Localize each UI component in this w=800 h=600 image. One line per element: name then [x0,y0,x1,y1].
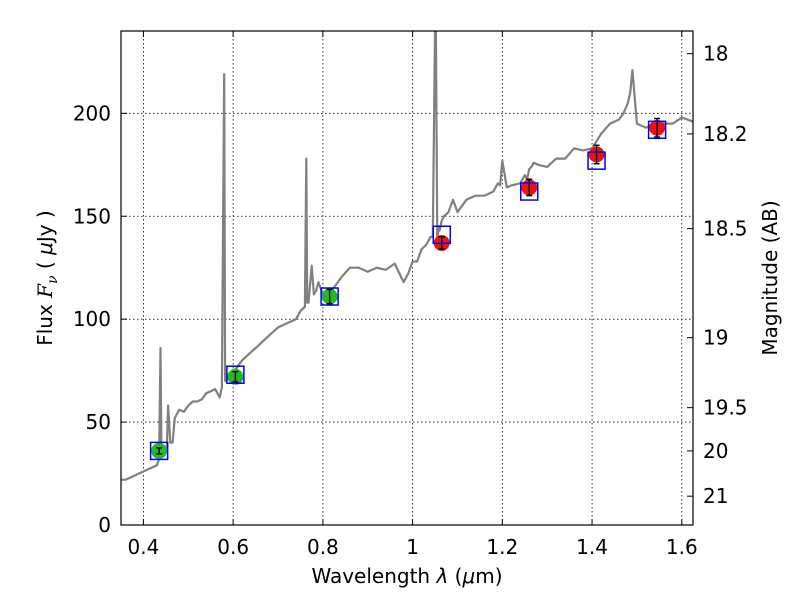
x-axis-title: Wavelength λ (μm) [311,564,502,588]
y2-tick-label: 21 [703,484,728,508]
y-tick-label: 0 [98,513,111,537]
model-box-marker [149,441,169,461]
spectrum-layer [121,31,693,481]
model-box-marker [320,287,339,306]
y-tick-label: 100 [73,307,111,331]
y2-tick-label: 18 [703,42,728,66]
y2-tick-label: 18.2 [703,122,748,146]
tick-labels: 0.4 0.6 0.8 1 1.2 1.4 1.6 0 50 100 150 200 18 18.2 18.… [73,42,748,559]
y2-tick-label: 19.5 [703,396,748,420]
model-box-marker [587,151,606,170]
model-box-marker [226,365,245,384]
photometry-layer [149,117,667,461]
x-tick-label: 1.2 [486,535,518,559]
model-box-marker [647,120,667,140]
y-tick-label: 200 [73,101,111,125]
y-tick-label: 50 [86,410,111,434]
model-box-marker [520,182,539,201]
y2-axis-title: Magnitude (AB) [758,200,782,355]
y2-tick-label: 18.5 [703,217,748,241]
x-tick-label: 1.4 [576,535,608,559]
y-tick-label: 150 [73,204,111,228]
axis-ticks [121,31,693,526]
x-tick-label: 0.4 [128,535,160,559]
plot-frame [120,30,694,526]
y-axis-title: Flux Fν ( μJy ) [33,210,61,346]
x-tick-label: 0.8 [307,535,339,559]
model-box-marker [432,225,452,245]
spectrum-line [121,31,693,481]
x-tick-label: 1.6 [666,535,698,559]
x-tick-label: 1 [406,535,419,559]
x-tick-label: 0.6 [217,535,249,559]
y2-tick-label: 20 [703,439,728,463]
y2-tick-label: 19 [703,326,728,350]
